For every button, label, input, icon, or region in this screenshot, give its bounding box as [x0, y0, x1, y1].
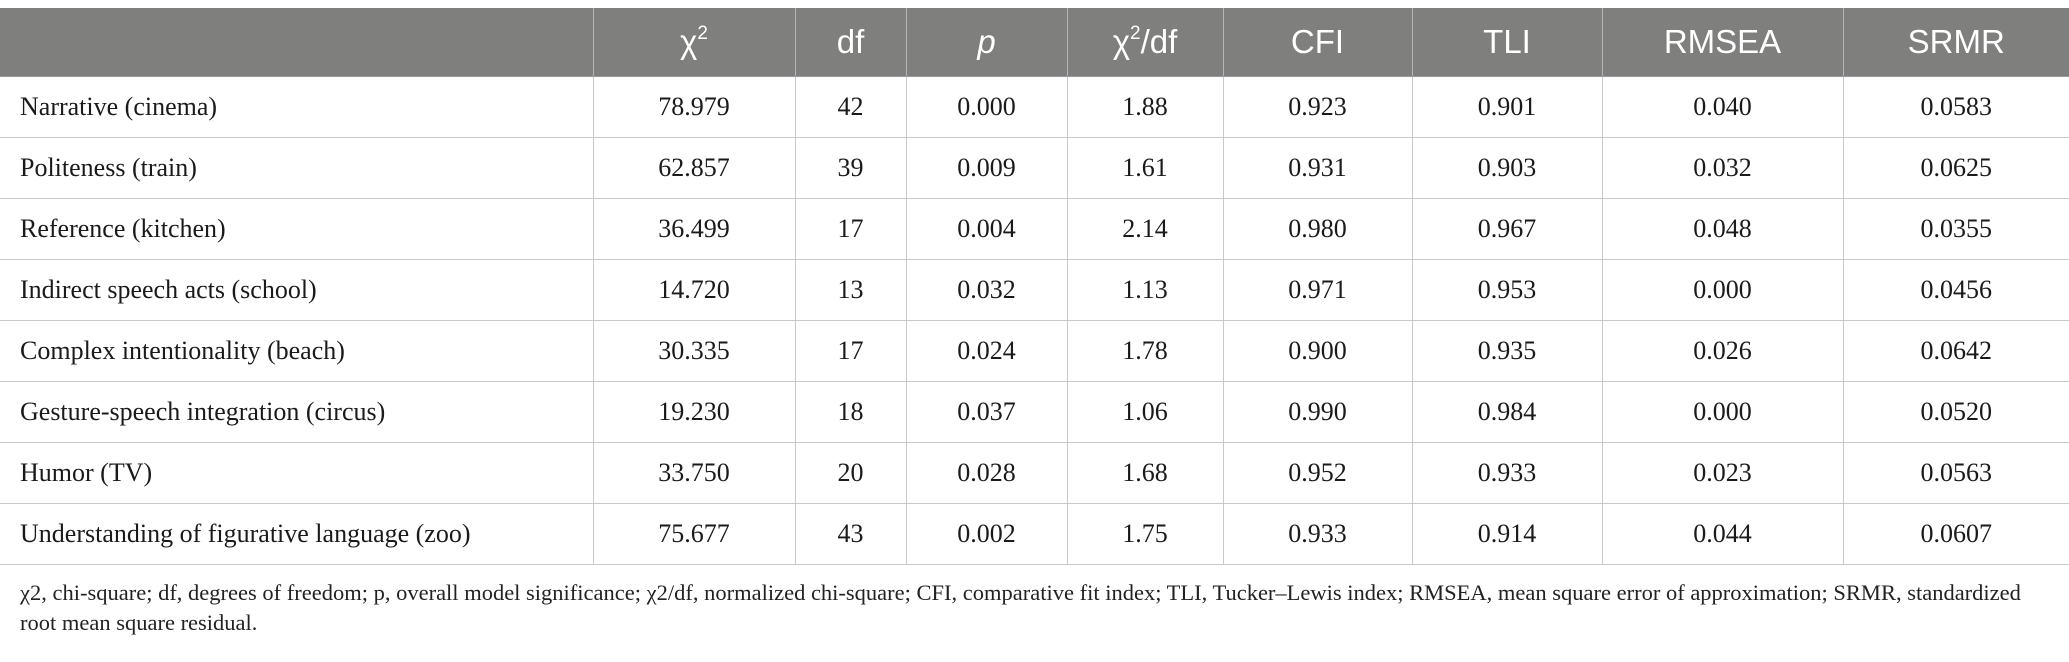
cell-chi-square: 36.499 [593, 198, 796, 260]
cell-tli: 0.933 [1412, 442, 1603, 504]
cell-p: 0.032 [906, 259, 1068, 321]
cell-p: 0.037 [906, 381, 1068, 443]
cell-chi-square-df: 2.14 [1067, 198, 1224, 260]
cell-rmsea: 0.000 [1602, 259, 1844, 321]
row-label: Politeness (train) [0, 137, 594, 199]
cell-df: 17 [795, 320, 907, 382]
cell-chi-square-df: 1.13 [1067, 259, 1224, 321]
cell-df: 17 [795, 198, 907, 260]
cell-p: 0.002 [906, 503, 1068, 565]
table-row: Narrative (cinema) 78.979 42 0.000 1.88 … [0, 76, 2069, 138]
cell-p: 0.024 [906, 320, 1068, 382]
cell-cfi: 0.971 [1223, 259, 1413, 321]
cell-tli: 0.953 [1412, 259, 1603, 321]
cell-df: 39 [795, 137, 907, 199]
header-cell-p: p [906, 8, 1068, 77]
header-cell-label [0, 8, 594, 77]
table-row: Indirect speech acts (school) 14.720 13 … [0, 259, 2069, 321]
header-cell-cfi: CFI [1223, 8, 1413, 77]
cell-rmsea: 0.040 [1602, 76, 1844, 138]
table-row: Gesture-speech integration (circus) 19.2… [0, 381, 2069, 443]
row-label: Complex intentionality (beach) [0, 320, 594, 382]
cell-srmr: 0.0607 [1843, 503, 2069, 565]
cell-chi-square: 14.720 [593, 259, 796, 321]
header-cell-chi-square: χ2 [593, 8, 796, 77]
row-label: Indirect speech acts (school) [0, 259, 594, 321]
cell-chi-square-df: 1.68 [1067, 442, 1224, 504]
cell-rmsea: 0.032 [1602, 137, 1844, 199]
table-row: Understanding of figurative language (zo… [0, 503, 2069, 565]
table-header: χ2 df p χ2/df CFI TLI RMSEA SRMR [0, 8, 2069, 77]
table-footnote: χ2, chi-square; df, degrees of freedom; … [20, 580, 2021, 635]
row-label: Reference (kitchen) [0, 198, 594, 260]
table-row: Reference (kitchen) 36.499 17 0.004 2.14… [0, 198, 2069, 260]
cell-rmsea: 0.048 [1602, 198, 1844, 260]
cell-cfi: 0.980 [1223, 198, 1413, 260]
cell-cfi: 0.931 [1223, 137, 1413, 199]
cell-chi-square: 19.230 [593, 381, 796, 443]
cell-rmsea: 0.044 [1602, 503, 1844, 565]
cell-srmr: 0.0583 [1843, 76, 2069, 138]
cell-df: 13 [795, 259, 907, 321]
cell-cfi: 0.952 [1223, 442, 1413, 504]
cell-srmr: 0.0642 [1843, 320, 2069, 382]
cell-srmr: 0.0625 [1843, 137, 2069, 199]
cell-df: 43 [795, 503, 907, 565]
header-row: χ2 df p χ2/df CFI TLI RMSEA SRMR [0, 8, 2069, 77]
cell-tli: 0.901 [1412, 76, 1603, 138]
row-label: Narrative (cinema) [0, 76, 594, 138]
cell-cfi: 0.933 [1223, 503, 1413, 565]
cell-cfi: 0.990 [1223, 381, 1413, 443]
cell-tli: 0.914 [1412, 503, 1603, 565]
cell-chi-square: 75.677 [593, 503, 796, 565]
cell-p: 0.028 [906, 442, 1068, 504]
cell-chi-square: 33.750 [593, 442, 796, 504]
cell-chi-square-df: 1.78 [1067, 320, 1224, 382]
cell-df: 42 [795, 76, 907, 138]
cell-df: 18 [795, 381, 907, 443]
cell-chi-square-df: 1.06 [1067, 381, 1224, 443]
cell-tli: 0.903 [1412, 137, 1603, 199]
cell-chi-square-df: 1.61 [1067, 137, 1224, 199]
cell-rmsea: 0.023 [1602, 442, 1844, 504]
cell-chi-square-df: 1.88 [1067, 76, 1224, 138]
cell-srmr: 0.0456 [1843, 259, 2069, 321]
table-body: Narrative (cinema) 78.979 42 0.000 1.88 … [0, 76, 2069, 565]
header-cell-chi-square-df: χ2/df [1067, 8, 1224, 77]
cell-rmsea: 0.000 [1602, 381, 1844, 443]
cell-tli: 0.967 [1412, 198, 1603, 260]
cell-tli: 0.984 [1412, 381, 1603, 443]
row-label: Humor (TV) [0, 442, 594, 504]
fit-indices-table-container: χ2 df p χ2/df CFI TLI RMSEA SRMR Narrati… [0, 8, 2069, 565]
cell-chi-square: 62.857 [593, 137, 796, 199]
cell-cfi: 0.923 [1223, 76, 1413, 138]
cell-rmsea: 0.026 [1602, 320, 1844, 382]
cell-p: 0.000 [906, 76, 1068, 138]
cell-srmr: 0.0563 [1843, 442, 2069, 504]
fit-indices-table: χ2 df p χ2/df CFI TLI RMSEA SRMR Narrati… [0, 8, 2069, 565]
cell-p: 0.009 [906, 137, 1068, 199]
cell-chi-square: 78.979 [593, 76, 796, 138]
table-row: Complex intentionality (beach) 30.335 17… [0, 320, 2069, 382]
cell-chi-square: 30.335 [593, 320, 796, 382]
header-cell-tli: TLI [1412, 8, 1603, 77]
row-label: Gesture-speech integration (circus) [0, 381, 594, 443]
cell-chi-square-df: 1.75 [1067, 503, 1224, 565]
cell-tli: 0.935 [1412, 320, 1603, 382]
cell-srmr: 0.0520 [1843, 381, 2069, 443]
cell-cfi: 0.900 [1223, 320, 1413, 382]
row-label: Understanding of figurative language (zo… [0, 503, 594, 565]
header-cell-srmr: SRMR [1843, 8, 2069, 77]
header-cell-rmsea: RMSEA [1602, 8, 1844, 77]
table-row: Humor (TV) 33.750 20 0.028 1.68 0.952 0.… [0, 442, 2069, 504]
cell-p: 0.004 [906, 198, 1068, 260]
table-row: Politeness (train) 62.857 39 0.009 1.61 … [0, 137, 2069, 199]
header-cell-df: df [795, 8, 907, 77]
cell-df: 20 [795, 442, 907, 504]
cell-srmr: 0.0355 [1843, 198, 2069, 260]
